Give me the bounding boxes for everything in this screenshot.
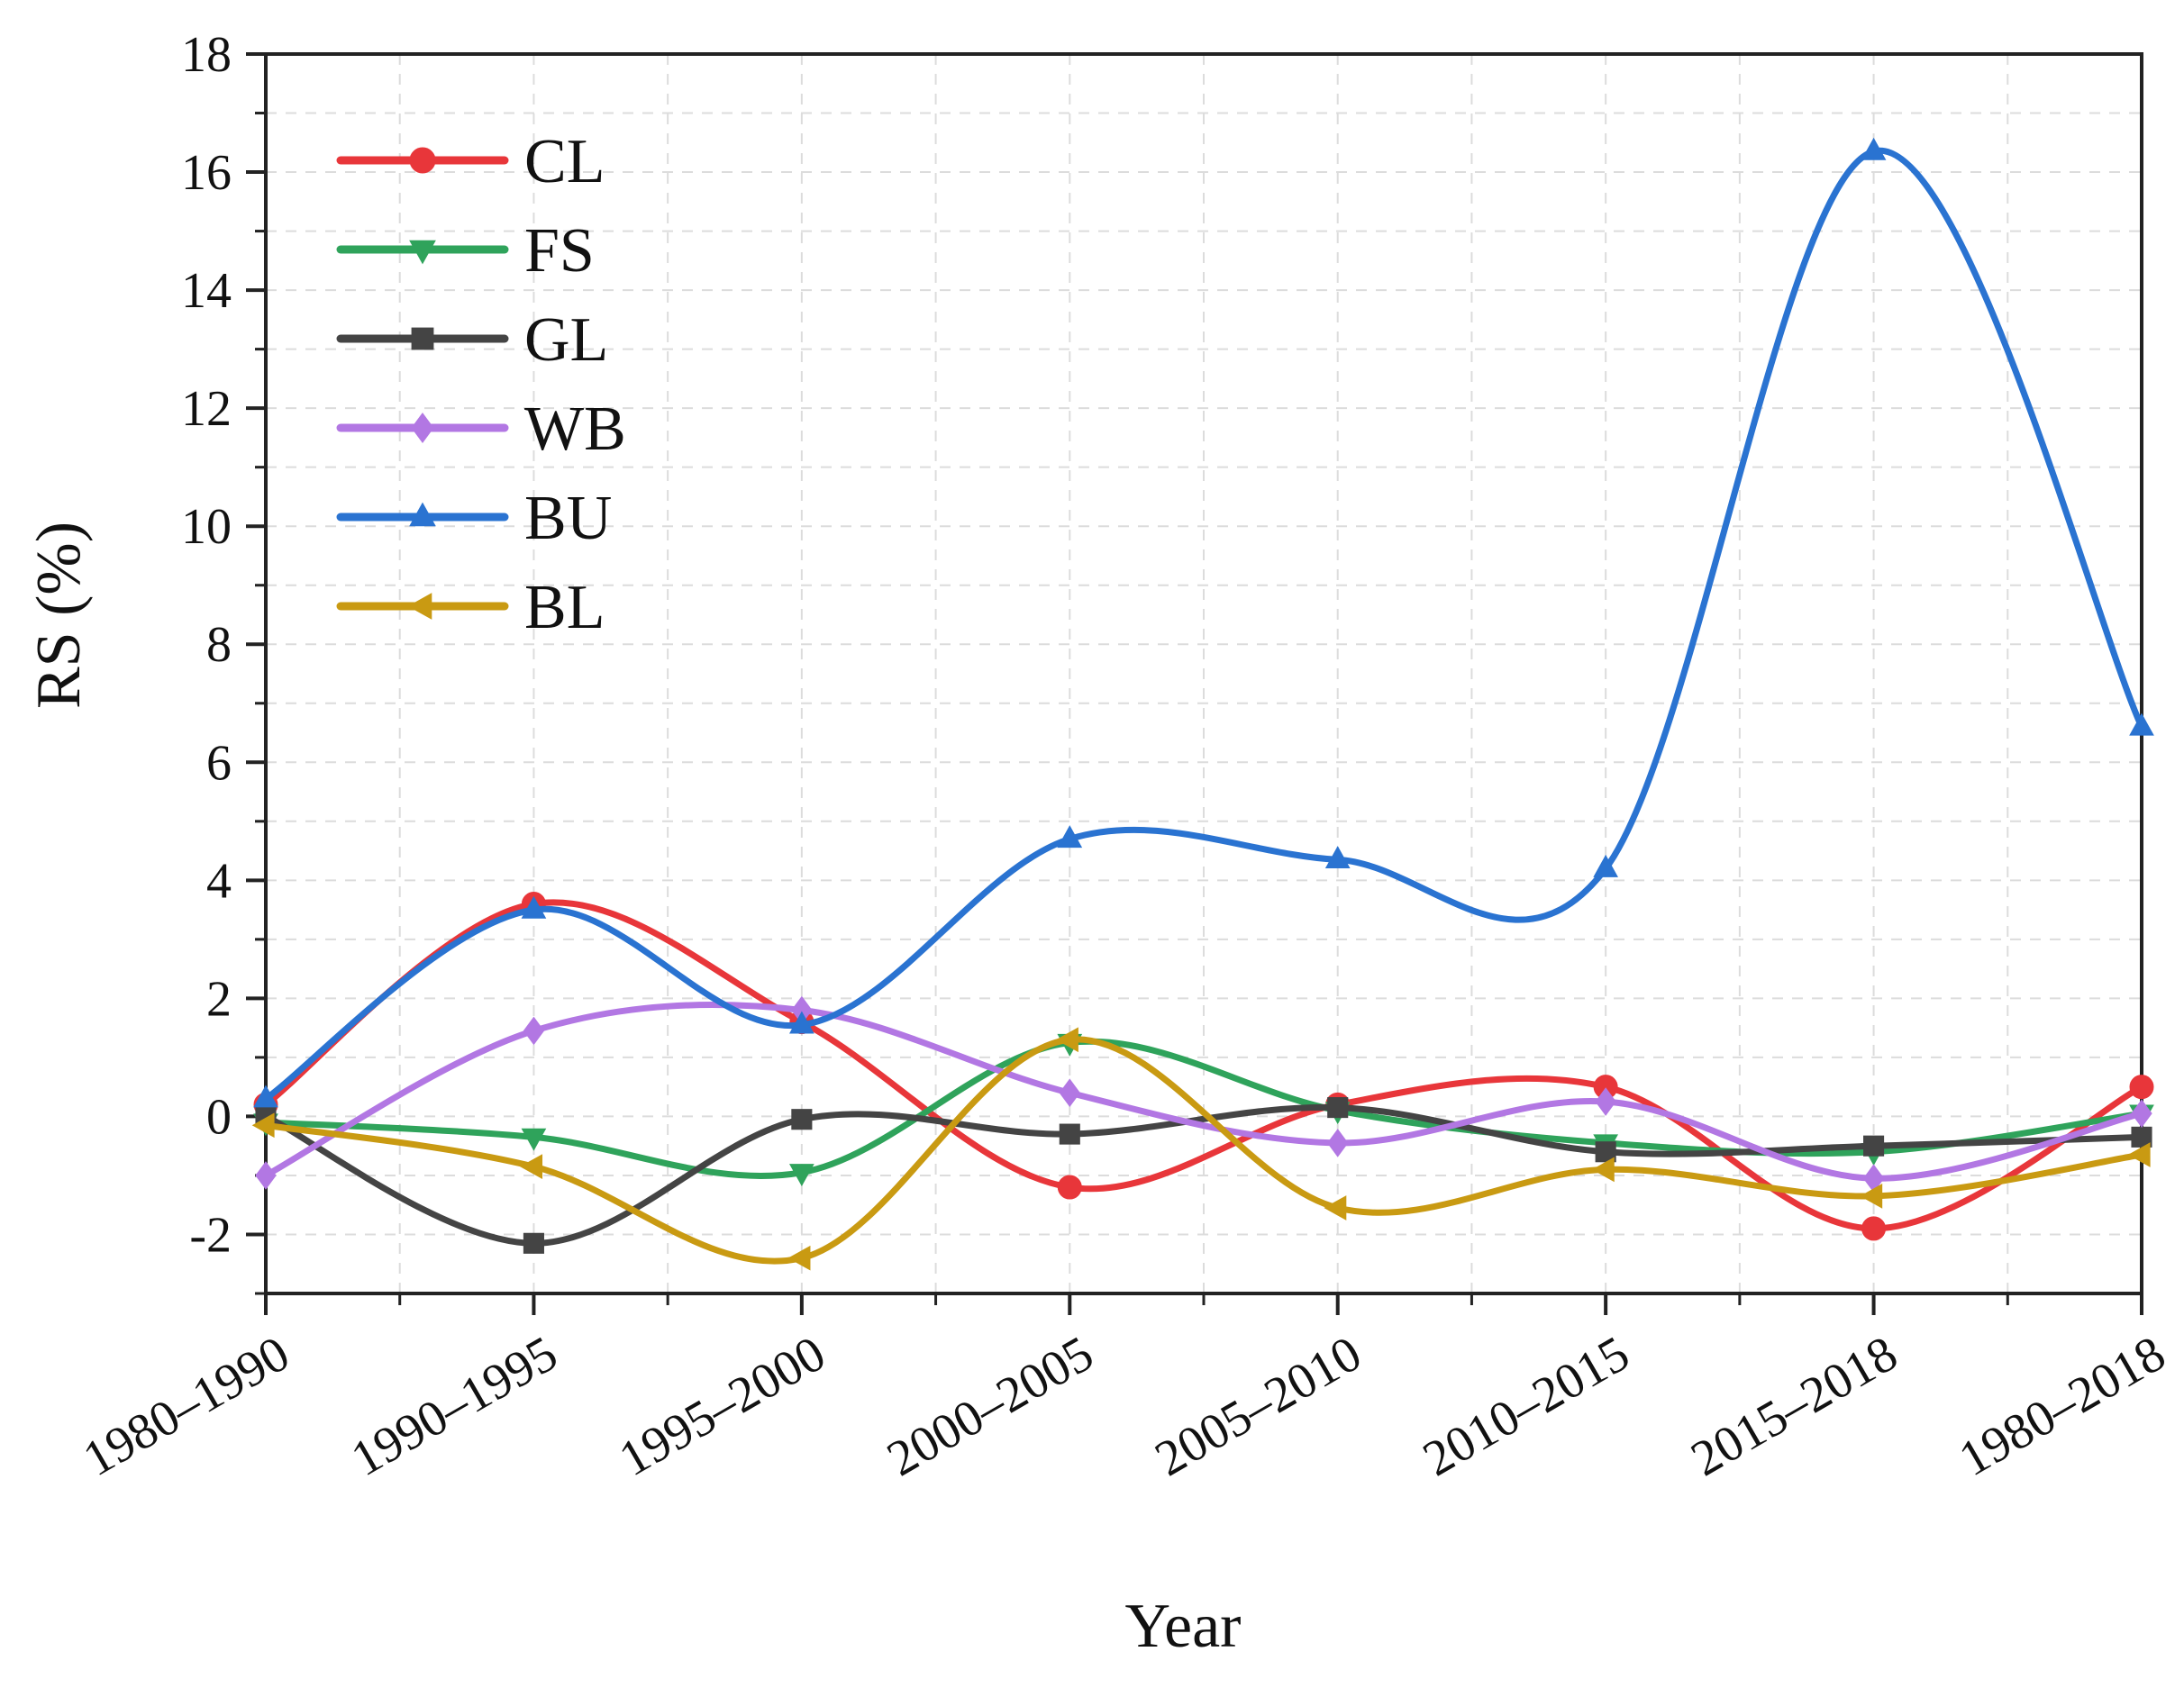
data-point-wb	[523, 1016, 545, 1046]
data-point-bu	[1324, 846, 1351, 868]
data-point-bu	[253, 1084, 278, 1108]
data-point-bu	[1057, 825, 1083, 849]
data-point-bl	[1055, 1027, 1078, 1053]
data-point-cl	[1861, 1216, 1887, 1241]
data-point-bu	[1861, 137, 1887, 160]
legend-label: BU	[524, 484, 612, 553]
data-point-bl	[251, 1112, 275, 1139]
legend-marker	[409, 147, 436, 174]
legend-label: FS	[524, 216, 595, 286]
y-tick-label: -2	[189, 1207, 232, 1263]
series-line-bl	[262, 1036, 2145, 1265]
x-tick-label: 1980–1990	[74, 1326, 298, 1488]
series-line-fs	[262, 1038, 2145, 1179]
data-point-wb	[255, 1161, 277, 1190]
series-layer	[251, 137, 2154, 1271]
legend-label: BL	[524, 573, 605, 642]
x-tick-label: 1995–2000	[610, 1326, 834, 1488]
data-point-wb	[1327, 1129, 1349, 1157]
legend-label: WB	[524, 395, 626, 464]
legend-label: GL	[524, 305, 608, 375]
legend-item-bu: BU	[336, 484, 612, 553]
legend: CL FS GL WB BU BL	[336, 127, 626, 642]
data-point-bu	[789, 1011, 814, 1034]
series-line-cl	[262, 899, 2145, 1232]
legend-item-gl: GL	[336, 305, 608, 375]
data-point-wb	[2131, 1099, 2152, 1128]
data-point-gl	[791, 1109, 813, 1130]
data-point-bu	[2129, 712, 2154, 736]
data-point-bu	[1593, 854, 1618, 877]
y-tick-label: 18	[181, 27, 232, 83]
y-tick-label: 12	[181, 381, 232, 437]
data-point-bl	[1324, 1195, 1347, 1221]
legend-marker	[409, 502, 436, 527]
data-point-bl	[787, 1245, 811, 1271]
y-tick-label: 10	[181, 499, 232, 555]
data-point-bu	[521, 895, 547, 919]
y-tick-label: 8	[206, 617, 232, 673]
series-wb	[255, 995, 2152, 1193]
series-bl	[251, 1027, 2151, 1271]
series-bu	[253, 137, 2154, 1108]
legend-marker	[411, 327, 434, 350]
x-tick-label: 2010–2015	[1414, 1326, 1638, 1488]
x-tick-label: 2015–2018	[1682, 1326, 1906, 1488]
x-axis-title: Year	[1125, 1592, 1242, 1661]
y-tick-label: 14	[181, 263, 232, 319]
legend-item-bl: BL	[336, 573, 605, 642]
data-point-gl	[1059, 1123, 1080, 1145]
y-tick-label: 6	[206, 735, 232, 791]
data-point-bl	[1860, 1184, 1883, 1209]
legend-marker	[407, 593, 432, 620]
series-line-wb	[262, 1002, 2145, 1182]
data-point-gl	[1863, 1135, 1885, 1157]
data-point-bl	[520, 1154, 543, 1179]
data-point-wb	[1059, 1078, 1080, 1108]
data-point-cl	[1057, 1175, 1082, 1200]
data-point-fs	[789, 1164, 814, 1187]
y-tick-label: 4	[206, 853, 232, 909]
y-tick-label: 16	[181, 145, 232, 201]
legend-marker	[411, 413, 434, 443]
data-point-cl	[2129, 1075, 2154, 1100]
x-tick-label: 1980–2018	[1950, 1326, 2174, 1488]
y-tick-label: 2	[206, 971, 232, 1027]
legend-item-wb: WB	[336, 395, 626, 464]
data-point-bl	[1591, 1157, 1615, 1183]
y-tick-label: 0	[206, 1089, 232, 1145]
data-point-gl	[523, 1232, 544, 1254]
x-tick-label: 1990–1995	[342, 1326, 567, 1488]
legend-label: CL	[524, 127, 605, 196]
data-point-gl	[1327, 1097, 1349, 1119]
legend-item-fs: FS	[336, 216, 595, 286]
y-axis-title: RS (%)	[24, 522, 94, 709]
legend-item-cl: CL	[336, 127, 605, 196]
data-point-wb	[1595, 1087, 1616, 1116]
data-point-bl	[2127, 1142, 2151, 1167]
x-tick-label: 2005–2010	[1146, 1326, 1370, 1488]
x-tick-label: 2000–2005	[878, 1326, 1103, 1488]
data-point-fs	[521, 1128, 547, 1151]
data-point-gl	[1595, 1141, 1616, 1163]
legend-marker	[409, 240, 436, 265]
